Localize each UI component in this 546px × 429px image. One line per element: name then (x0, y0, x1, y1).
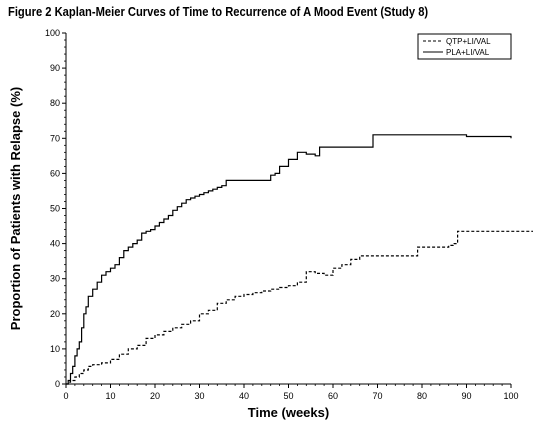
x-tick-label: 50 (283, 391, 293, 401)
y-tick-label: 80 (50, 98, 60, 108)
y-tick-label: 70 (50, 133, 60, 143)
x-axis-title: Time (weeks) (248, 405, 329, 420)
plot-area (66, 134, 533, 385)
y-tick-label: 20 (50, 309, 60, 319)
legend-label-1: QTP+LI/VAL (446, 37, 491, 46)
y-axis-title: Proportion of Patients with Relapse (%) (8, 87, 23, 330)
y-tick-label: 10 (50, 344, 60, 354)
x-tick-label: 0 (63, 391, 68, 401)
x-tick-label: 90 (461, 391, 471, 401)
y-tick-label: 90 (50, 63, 60, 73)
x-tick-label: 20 (150, 391, 160, 401)
x-tick-label: 60 (328, 391, 338, 401)
x-tick-label: 100 (503, 391, 518, 401)
legend: QTP+LI/VAL PLA+LI/VAL (417, 33, 512, 60)
axes: 0 10 20 30 40 50 60 70 80 90 100 0 10 20 30 40 50 60 70 80 9… (8, 28, 519, 420)
x-tick-label: 70 (372, 391, 382, 401)
y-tick-label: 100 (45, 28, 60, 38)
figure-title: Figure 2 Kaplan-Meier Curves of Time to … (8, 4, 429, 19)
x-tick-label: 10 (105, 391, 115, 401)
series-line-1 (66, 230, 533, 385)
y-tick-label: 60 (50, 168, 60, 178)
y-tick-label: 0 (55, 379, 60, 389)
y-tick-label: 30 (50, 274, 60, 284)
legend-box (417, 33, 512, 60)
y-tick-label: 40 (50, 239, 60, 249)
x-tick-label: 80 (417, 391, 427, 401)
series-line-2 (66, 134, 512, 385)
y-tick-label: 50 (50, 204, 60, 214)
x-tick-label: 40 (239, 391, 249, 401)
x-tick-label: 30 (194, 391, 204, 401)
legend-label-2: PLA+LI/VAL (446, 48, 490, 57)
